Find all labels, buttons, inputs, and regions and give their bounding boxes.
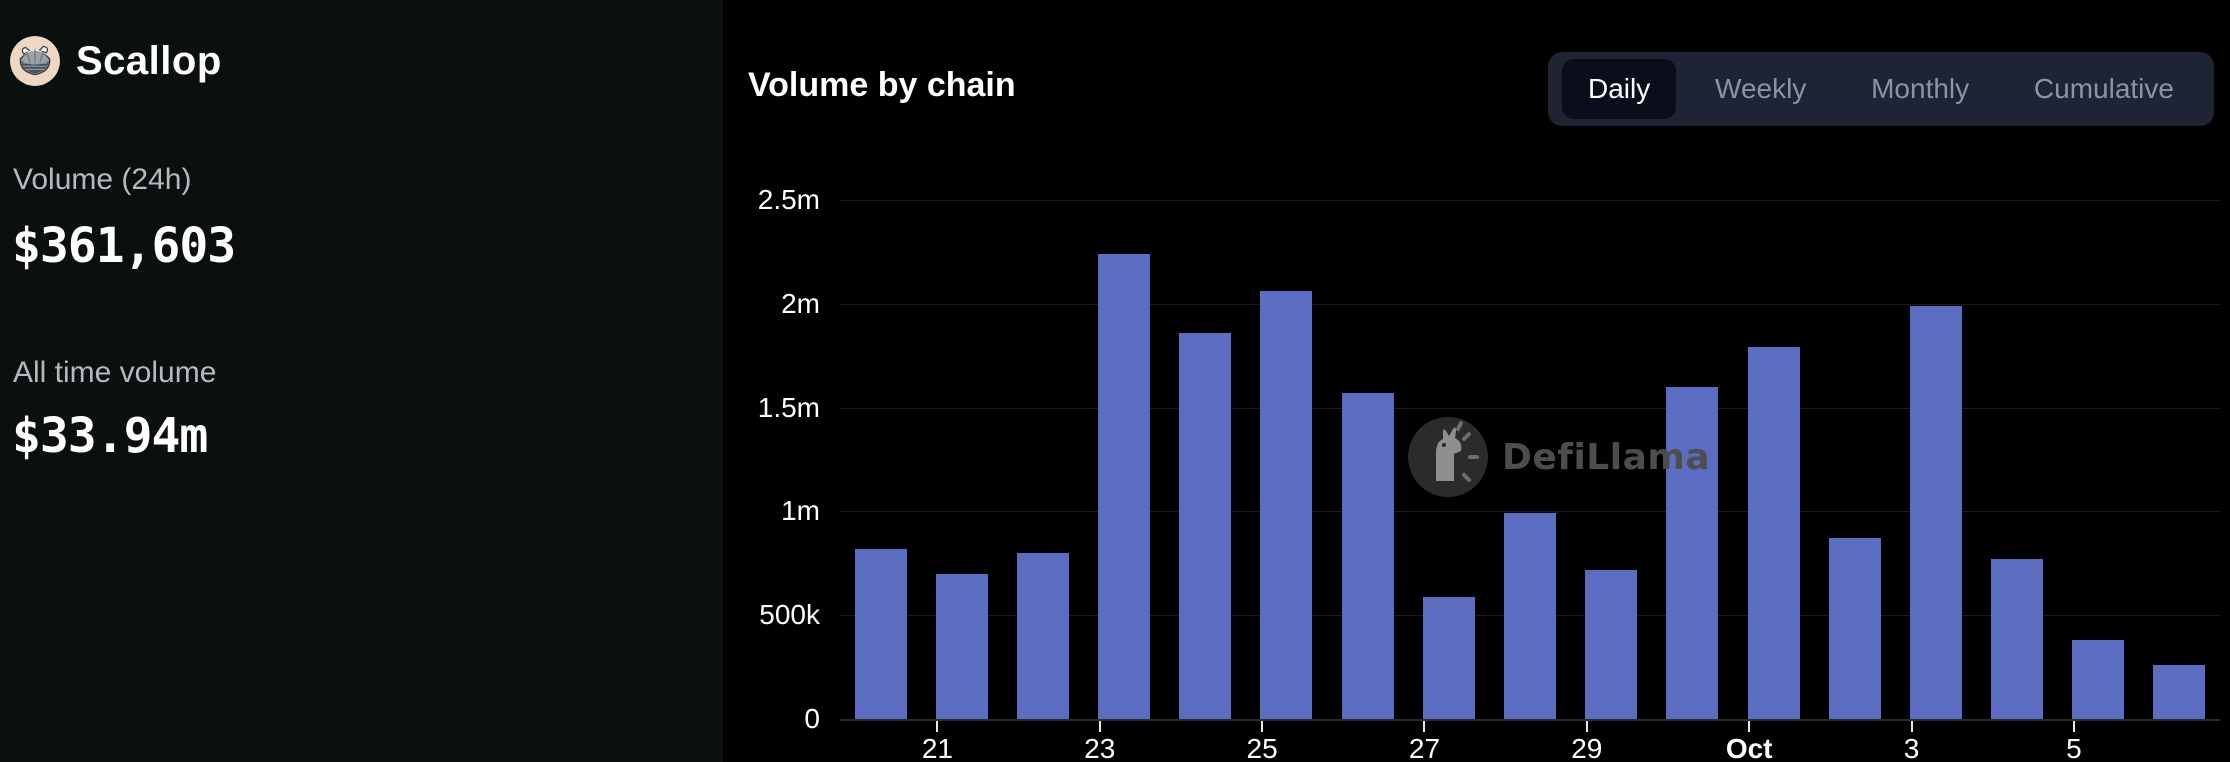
x-axis-label: 25	[1246, 733, 1278, 762]
volume-bar[interactable]	[935, 573, 988, 719]
volume-bar[interactable]	[1909, 305, 1962, 719]
volume-bar[interactable]	[1585, 569, 1638, 719]
x-axis-tick	[936, 721, 939, 732]
chart-title: Volume by chain	[748, 66, 1016, 104]
volume-bar[interactable]	[1179, 332, 1232, 719]
x-axis-label: 23	[1084, 733, 1116, 762]
x-axis-tick	[1261, 721, 1264, 732]
y-axis-label: 0	[804, 703, 820, 734]
scallop-logo-icon	[10, 36, 60, 86]
volume-bar[interactable]	[1504, 513, 1556, 719]
x-axis-tick	[1585, 721, 1588, 732]
protocol-header: Scallop	[10, 36, 222, 86]
x-axis-line	[840, 719, 2220, 721]
volume-bar[interactable]	[1098, 253, 1151, 719]
x-axis-tick	[1748, 721, 1751, 732]
volume-bar[interactable]	[1666, 386, 1719, 719]
all-time-volume-value: $33.94m	[12, 408, 208, 464]
gridline	[840, 407, 2220, 409]
x-axis-tick	[1098, 721, 1101, 732]
volume-bar[interactable]	[1260, 291, 1313, 719]
protocol-panel: Scallop Volume (24h) $361,603 All time v…	[0, 0, 723, 762]
volume-bar[interactable]	[1422, 596, 1475, 719]
volume-bar[interactable]	[1747, 347, 1800, 719]
all-time-volume-label: All time volume	[13, 356, 217, 389]
x-axis-tick	[2072, 721, 2075, 732]
x-axis-label: 27	[1408, 733, 1441, 762]
tab-cumulative[interactable]: Cumulative	[2033, 73, 2174, 104]
x-axis-tick	[1423, 721, 1426, 732]
volume-24h-value: $361,603	[12, 218, 236, 274]
volume-bar[interactable]	[854, 548, 907, 719]
x-axis-label: Oct	[1725, 733, 1773, 762]
y-axis: 0 500k 1m 1.5m 2m 2.5m	[723, 0, 820, 762]
y-axis-label: 2.5m	[757, 184, 820, 215]
volume-bar[interactable]	[2072, 640, 2125, 719]
volume-bar[interactable]	[1828, 538, 1881, 719]
y-axis-label: 1m	[781, 495, 820, 527]
volume-bar[interactable]	[2153, 665, 2206, 719]
x-axis-label: 29	[1571, 733, 1603, 762]
gridline	[840, 511, 2220, 513]
gridline	[840, 200, 2220, 201]
y-axis-label: 500k	[759, 599, 820, 631]
y-axis-label: 1.5m	[757, 391, 820, 423]
gridline	[840, 303, 2220, 305]
y-axis-label: 2m	[781, 287, 820, 319]
x-axis-label: 3	[1903, 733, 1920, 762]
volume-bar[interactable]	[1341, 393, 1394, 719]
tab-monthly[interactable]: Monthly	[1871, 73, 1970, 104]
volume-24h-label: Volume (24h)	[13, 163, 192, 196]
x-axis-tick	[1910, 721, 1913, 732]
x-axis-label: 21	[921, 733, 953, 762]
volume-bar[interactable]	[1991, 559, 2044, 719]
tab-weekly[interactable]: Weekly	[1715, 73, 1807, 104]
plot-area	[840, 200, 2220, 719]
tab-daily[interactable]: Daily	[1562, 59, 1677, 119]
protocol-title: Scallop	[76, 38, 222, 83]
chart-panel: Volume by chain Daily Weekly Monthly Cum…	[723, 0, 2230, 762]
time-range-toggle: Daily Weekly Monthly Cumulative	[1548, 52, 2214, 126]
x-axis-label: 5	[2066, 733, 2082, 762]
volume-bar[interactable]	[1016, 552, 1069, 719]
